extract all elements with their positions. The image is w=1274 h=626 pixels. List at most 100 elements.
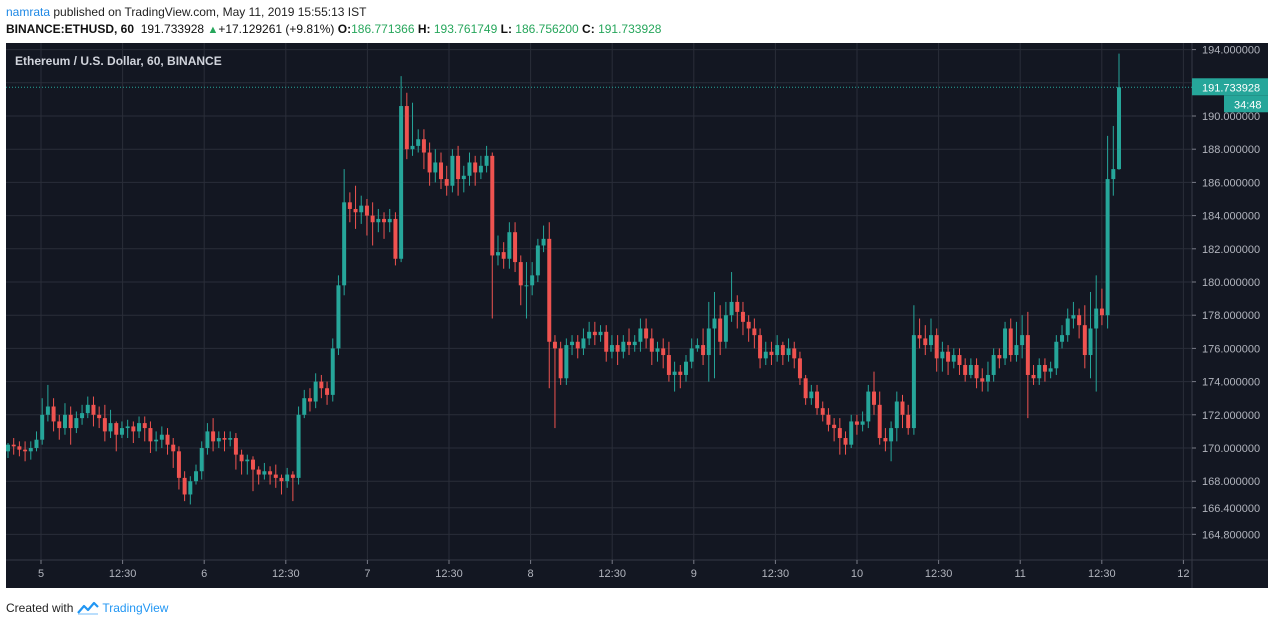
candle xyxy=(723,301,728,349)
candle-body xyxy=(889,428,894,442)
candle xyxy=(57,414,62,440)
candle xyxy=(285,467,290,488)
candle xyxy=(775,335,780,362)
candle xyxy=(359,195,364,224)
candle xyxy=(444,165,449,196)
candle xyxy=(313,373,318,409)
candle xyxy=(1065,308,1070,342)
candle xyxy=(342,169,347,296)
candle-body xyxy=(125,426,130,429)
candle-body xyxy=(1105,179,1110,316)
candle xyxy=(968,358,973,379)
candle xyxy=(928,318,933,352)
candle-body xyxy=(1031,374,1036,379)
candle xyxy=(587,321,592,346)
price-axis: 194.000000192.000000190.000000188.000000… xyxy=(1192,45,1260,541)
candle xyxy=(51,398,56,432)
candle xyxy=(142,416,147,442)
candle xyxy=(1060,325,1065,349)
candlestick-chart[interactable]: 194.000000192.000000190.000000188.000000… xyxy=(6,43,1268,588)
candle-body xyxy=(991,355,996,375)
candle-body xyxy=(552,341,557,349)
candle xyxy=(28,441,33,460)
candle-body xyxy=(211,431,216,442)
candle-body xyxy=(171,444,176,452)
candle xyxy=(769,341,774,365)
x-tick-label: 12:30 xyxy=(435,568,463,580)
candle xyxy=(427,142,432,186)
x-tick-label: 12:30 xyxy=(1088,568,1116,580)
tradingview-link[interactable]: TradingView xyxy=(102,601,169,615)
x-tick-label: 12:30 xyxy=(925,568,953,580)
candle-body xyxy=(490,155,495,256)
candle-body xyxy=(541,238,546,246)
candle-body xyxy=(820,408,825,415)
candle-body xyxy=(917,335,922,339)
candle xyxy=(347,192,352,223)
candle-body xyxy=(137,423,142,432)
candle-body xyxy=(382,218,387,223)
candle xyxy=(199,441,204,480)
author-link[interactable]: namrata xyxy=(6,5,51,19)
candle xyxy=(1111,125,1116,196)
candle xyxy=(1014,321,1019,362)
candle-body xyxy=(399,106,404,259)
chart-panel[interactable]: 194.000000192.000000190.000000188.000000… xyxy=(6,43,1268,588)
candle-body xyxy=(40,414,45,440)
candle xyxy=(672,361,677,392)
candle-body xyxy=(883,438,888,442)
candle-body xyxy=(1088,328,1093,356)
candle-body xyxy=(1020,335,1025,346)
candle-body xyxy=(1042,365,1047,372)
candle xyxy=(1094,275,1099,392)
candle-body xyxy=(923,338,928,346)
candle xyxy=(1071,301,1076,329)
candle xyxy=(609,335,614,359)
candle xyxy=(62,403,67,435)
candle-body xyxy=(592,331,597,336)
candle xyxy=(216,431,221,448)
candle-body xyxy=(740,311,745,322)
candle-body xyxy=(906,414,911,429)
last-price-tag-label: 191.733928 xyxy=(1202,82,1260,94)
candle xyxy=(325,381,330,405)
candle-body xyxy=(353,208,358,213)
candle xyxy=(940,341,945,372)
candle xyxy=(484,145,489,173)
candle-body xyxy=(393,218,398,259)
candle xyxy=(632,335,637,352)
candle-body xyxy=(285,474,290,482)
candle-body xyxy=(478,165,483,173)
candle xyxy=(11,438,16,455)
candle xyxy=(239,449,244,475)
candle-body xyxy=(182,477,187,495)
candle-body xyxy=(507,232,512,259)
y-tick-label: 168.000000 xyxy=(1202,476,1260,488)
candle xyxy=(256,466,261,485)
candle-body xyxy=(347,202,352,209)
candle xyxy=(797,351,802,385)
candle-body xyxy=(1025,335,1030,375)
y-tick-label: 194.000000 xyxy=(1202,45,1260,57)
candle-body xyxy=(302,398,307,415)
candle xyxy=(273,464,278,488)
candle xyxy=(171,438,176,468)
candle-body xyxy=(188,481,193,495)
candle xyxy=(1048,361,1053,379)
countdown-label: 34:48 xyxy=(1234,99,1262,111)
candle-body xyxy=(723,315,728,342)
candle-body xyxy=(638,328,643,342)
candle xyxy=(421,129,426,170)
candle xyxy=(1008,318,1013,362)
y-tick-label: 190.000000 xyxy=(1202,111,1260,123)
candle-body xyxy=(85,404,90,414)
candle xyxy=(666,341,671,382)
candle xyxy=(997,348,1002,369)
candle-body xyxy=(51,406,56,422)
candle xyxy=(695,338,700,352)
x-tick-label: 9 xyxy=(691,568,697,580)
candle xyxy=(211,418,216,452)
candle xyxy=(678,365,683,389)
candle-body xyxy=(114,423,119,435)
candle xyxy=(570,335,575,356)
